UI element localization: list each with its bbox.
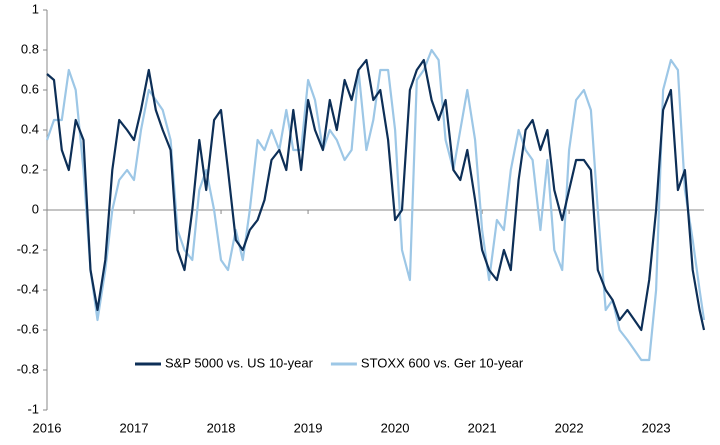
y-tick-label: 0.6 [21, 81, 39, 96]
x-tick-label: 2021 [468, 420, 497, 435]
y-tick-label: -0.6 [17, 321, 39, 336]
legend-label: STOXX 600 vs. Ger 10-year [361, 355, 524, 370]
x-tick-label: 2016 [33, 420, 62, 435]
x-tick-label: 2020 [381, 420, 410, 435]
x-tick-label: 2017 [120, 420, 149, 435]
y-tick-label: -0.2 [17, 241, 39, 256]
y-tick-label: 0 [32, 201, 39, 216]
legend-label: S&P 5000 vs. US 10-year [165, 355, 314, 370]
x-tick-label: 2019 [294, 420, 323, 435]
x-tick-label: 2022 [555, 420, 584, 435]
series-line [46, 58, 706, 332]
x-tick-label: 2023 [642, 420, 671, 435]
y-tick-label: 1 [32, 1, 39, 16]
y-tick-label: 0.4 [21, 121, 39, 136]
y-tick-label: 0.2 [21, 161, 39, 176]
x-tick-label: 2018 [207, 420, 236, 435]
y-tick-label: 0.8 [21, 41, 39, 56]
y-tick-label: -1 [27, 401, 39, 416]
y-tick-label: -0.4 [17, 281, 39, 296]
y-tick-label: -0.8 [17, 361, 39, 376]
